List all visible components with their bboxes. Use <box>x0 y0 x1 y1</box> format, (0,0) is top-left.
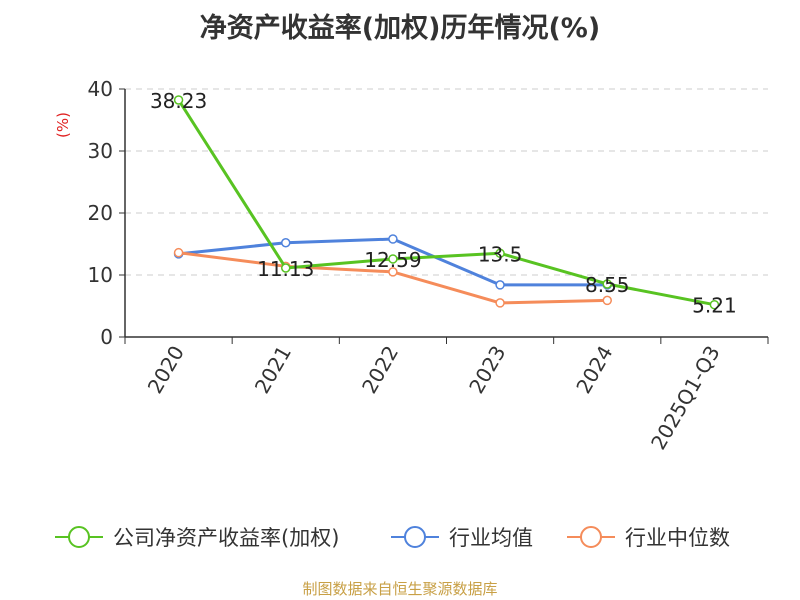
x-tick-label: 2023 <box>464 342 510 398</box>
data-point <box>388 267 398 277</box>
legend-swatch-marker <box>68 526 90 548</box>
data-point <box>281 263 291 273</box>
y-tick-label: 0 <box>100 325 113 349</box>
data-point <box>495 248 505 259</box>
grid-layer <box>125 88 768 276</box>
data-label: 11.13 <box>257 257 314 281</box>
data-point <box>495 280 505 290</box>
data-point <box>602 279 612 289</box>
y-tick-label: 40 <box>88 77 113 101</box>
data-label-layer: 38.23 11.13 12.59 13.5 8.55 5.21 <box>150 89 737 318</box>
data-label: 5.21 <box>692 294 737 318</box>
data-label: 38.23 <box>150 89 207 113</box>
chart-title: 净资产收益率(加权)历年情况(%) <box>199 13 601 44</box>
x-tick-label: 2024 <box>571 342 617 398</box>
data-point <box>495 298 505 308</box>
data-point <box>388 254 398 264</box>
data-point <box>709 299 720 310</box>
x-tick-label: 2025Q1-Q3 <box>646 342 725 454</box>
y-axis-label: (%) <box>54 112 72 138</box>
data-label: 12.59 <box>364 248 421 272</box>
legend-entry-label: 行业均值 <box>449 526 533 550</box>
x-tick-label: 2020 <box>143 342 189 398</box>
data-point <box>281 238 291 248</box>
data-point <box>173 247 184 258</box>
x-tick-label: 2021 <box>250 342 296 398</box>
y-tick-label: 10 <box>88 263 113 287</box>
data-label: 8.55 <box>585 273 630 297</box>
data-point <box>602 295 612 306</box>
legend: 公司净资产收益率(加权) 行业均值 行业中位数 <box>55 526 730 550</box>
y-tick-label: 30 <box>88 139 113 163</box>
source-note: 制图数据来自恒生聚源数据库 <box>302 580 498 598</box>
legend-entry-label: 公司净资产收益率(加权) <box>113 526 339 550</box>
x-tick-label: 2022 <box>357 342 403 398</box>
y-tick-label: 20 <box>88 201 113 225</box>
legend-entry-label: 行业中位数 <box>625 526 730 550</box>
data-point <box>173 95 184 105</box>
series-layer <box>173 95 720 310</box>
data-point <box>388 234 398 244</box>
series-line <box>177 99 715 307</box>
data-label: 13.5 <box>478 242 523 266</box>
legend-swatch-marker <box>580 526 602 548</box>
legend-swatch-marker <box>404 526 426 548</box>
